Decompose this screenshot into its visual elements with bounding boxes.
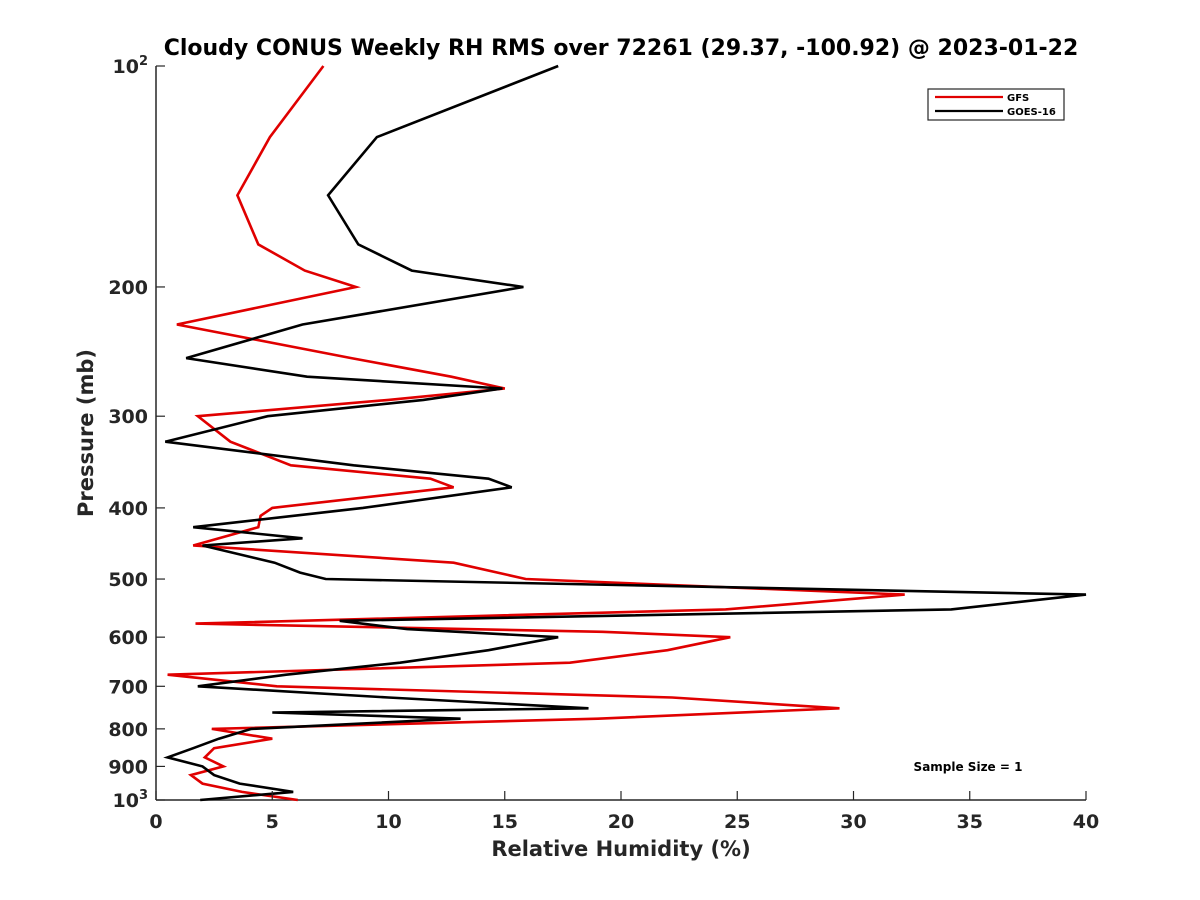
x-tick-label: 10 (375, 811, 401, 833)
series-layer (163, 64, 1087, 802)
series-line-gfs (167, 65, 905, 802)
chart-title: Cloudy CONUS Weekly RH RMS over 72261 (2… (164, 36, 1079, 61)
legend-box (927, 88, 1065, 121)
legend-label-goes-16: GOES-16 (1007, 107, 1056, 118)
x-tick-label: 0 (149, 811, 162, 833)
y-tick-label: 200 (108, 277, 148, 299)
x-tick-label: 35 (957, 811, 983, 833)
x-tick-label: 20 (608, 811, 634, 833)
series-line-goes-16 (163, 64, 1087, 802)
y-tick-label: 300 (108, 406, 148, 428)
y-axis-label: Pressure (mb) (74, 349, 98, 517)
y-tick-label: 700 (108, 676, 148, 698)
x-tick-label: 5 (266, 811, 279, 833)
y-axis-ticks: 102 200 300 400 500 600 700 800 900 103 (108, 54, 165, 812)
y-tick-label: 400 (108, 498, 148, 520)
x-tick-label: 15 (492, 811, 518, 833)
y-tick-label: 103 (113, 788, 149, 812)
x-tick-label: 40 (1073, 811, 1099, 833)
x-tick-label: 30 (840, 811, 866, 833)
y-tick-label: 102 (113, 54, 149, 78)
x-tick-label: 25 (724, 811, 750, 833)
x-axis-label: Relative Humidity (%) (491, 837, 750, 861)
plot-area: 0 5 10 15 20 25 30 35 40 102 200 300 400 500 600 700 80… (108, 54, 1099, 833)
y-tick-label: 600 (108, 627, 148, 649)
y-tick-label: 800 (108, 719, 148, 741)
legend-label-gfs: GFS (1007, 93, 1029, 104)
x-axis-ticks: 0 5 10 15 20 25 30 35 40 (149, 791, 1099, 833)
y-tick-label: 500 (108, 569, 148, 591)
sample-size-annotation: Sample Size = 1 (914, 760, 1023, 774)
y-tick-label: 900 (108, 756, 148, 778)
legend: GFS GOES-16 (927, 88, 1065, 121)
